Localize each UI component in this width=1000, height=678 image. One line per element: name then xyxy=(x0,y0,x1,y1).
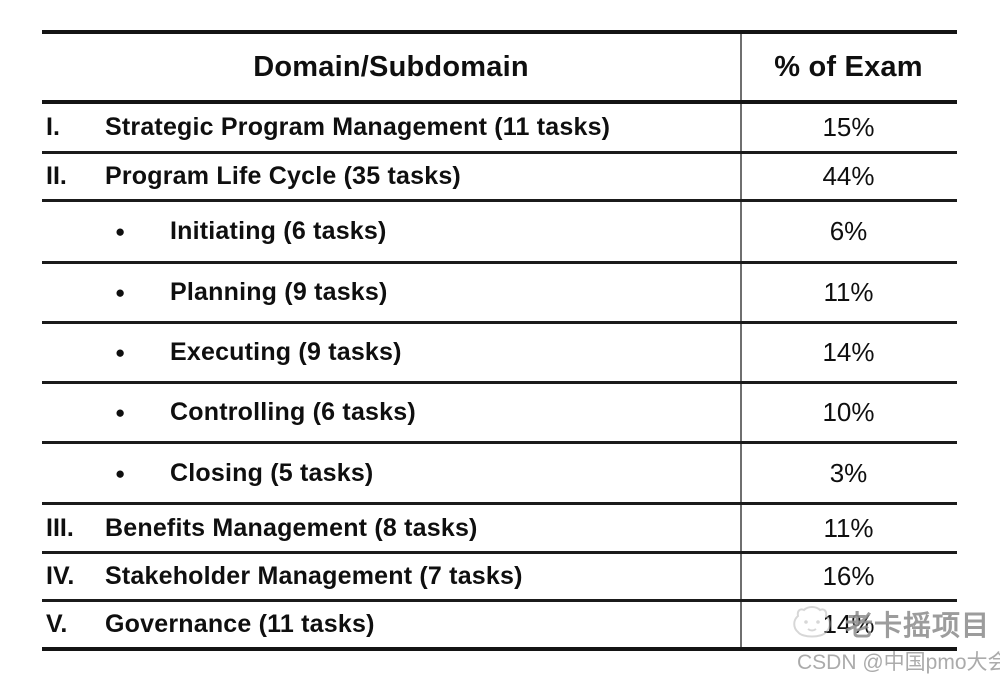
row-numeral: IV. xyxy=(46,562,75,590)
row-percent: 6% xyxy=(829,216,868,246)
percent-cell: 16% xyxy=(740,554,955,599)
row-percent: 10% xyxy=(822,397,875,427)
row-percent: 15% xyxy=(822,112,875,142)
table-row: ● Planning (9 tasks) 11% xyxy=(42,261,957,321)
bullet-icon: ● xyxy=(115,403,126,422)
row-label: Governance (11 tasks) xyxy=(105,610,375,638)
row-label: Stakeholder Management (7 tasks) xyxy=(105,562,523,590)
bullet-icon: ● xyxy=(115,283,126,302)
subdomain-cell: ● Closing (5 tasks) xyxy=(42,444,740,502)
domain-cell: II. Program Life Cycle (35 tasks) xyxy=(42,154,740,199)
table-row: V. Governance (11 tasks) 14% xyxy=(42,599,957,647)
percent-cell: 44% xyxy=(740,154,955,199)
domain-cell: I. Strategic Program Management (11 task… xyxy=(42,104,740,151)
bullet-icon: ● xyxy=(115,343,126,362)
row-percent: 11% xyxy=(823,512,874,543)
domain-cell: V. Governance (11 tasks) xyxy=(42,602,740,647)
percent-cell: 11% xyxy=(740,505,955,551)
percent-cell: 14% xyxy=(740,324,955,381)
row-label: Program Life Cycle (35 tasks) xyxy=(105,162,461,190)
bullet-icon: ● xyxy=(115,222,126,241)
percent-cell: 3% xyxy=(740,444,955,502)
percent-cell: 6% xyxy=(740,202,955,261)
table-row: II. Program Life Cycle (35 tasks) 44% xyxy=(42,151,957,199)
exam-content-table: Domain/Subdomain % of Exam I. Strategic … xyxy=(42,30,957,651)
subdomain-cell: ● Executing (9 tasks) xyxy=(42,324,740,381)
row-label: Controlling (6 tasks) xyxy=(170,398,416,426)
row-numeral: III. xyxy=(46,513,74,542)
row-label: Closing (5 tasks) xyxy=(170,458,374,487)
subdomain-cell: ● Controlling (6 tasks) xyxy=(42,384,740,441)
row-label: Planning (9 tasks) xyxy=(170,278,388,306)
table-row: ● Initiating (6 tasks) 6% xyxy=(42,199,957,261)
row-percent: 14% xyxy=(822,337,875,367)
row-label: Strategic Program Management (11 tasks) xyxy=(105,113,611,141)
header-domain-cell: Domain/Subdomain xyxy=(42,34,740,100)
table-row: ● Executing (9 tasks) 14% xyxy=(42,321,957,381)
percent-cell: 15% xyxy=(740,104,955,151)
header-percent-label: % of Exam xyxy=(774,50,923,83)
row-percent: 44% xyxy=(822,161,875,191)
percent-cell: 10% xyxy=(740,384,955,441)
table-row: III. Benefits Management (8 tasks) 11% xyxy=(42,502,957,551)
subdomain-cell: ● Initiating (6 tasks) xyxy=(42,202,740,261)
row-numeral: II. xyxy=(46,162,67,190)
header-percent-cell: % of Exam xyxy=(740,34,955,100)
row-label: Benefits Management (8 tasks) xyxy=(105,513,478,542)
table-row: IV. Stakeholder Management (7 tasks) 16% xyxy=(42,551,957,599)
row-numeral: V. xyxy=(46,610,68,638)
table-row: ● Closing (5 tasks) 3% xyxy=(42,441,957,502)
row-percent: 11% xyxy=(823,277,874,307)
domain-cell: IV. Stakeholder Management (7 tasks) xyxy=(42,554,740,599)
percent-cell: 11% xyxy=(740,264,955,321)
table-header-row: Domain/Subdomain % of Exam xyxy=(42,34,957,104)
row-label: Executing (9 tasks) xyxy=(170,338,402,366)
row-label: Initiating (6 tasks) xyxy=(170,217,387,245)
domain-cell: III. Benefits Management (8 tasks) xyxy=(42,505,740,551)
percent-cell: 14% xyxy=(740,602,955,647)
table-row: ● Controlling (6 tasks) 10% xyxy=(42,381,957,441)
bullet-icon: ● xyxy=(115,463,126,483)
row-percent: 16% xyxy=(822,561,875,591)
table-row: I. Strategic Program Management (11 task… xyxy=(42,104,957,151)
row-percent: 14% xyxy=(822,609,875,639)
row-percent: 3% xyxy=(829,457,868,488)
row-numeral: I. xyxy=(46,113,60,141)
subdomain-cell: ● Planning (9 tasks) xyxy=(42,264,740,321)
header-domain-label: Domain/Subdomain xyxy=(253,50,529,83)
